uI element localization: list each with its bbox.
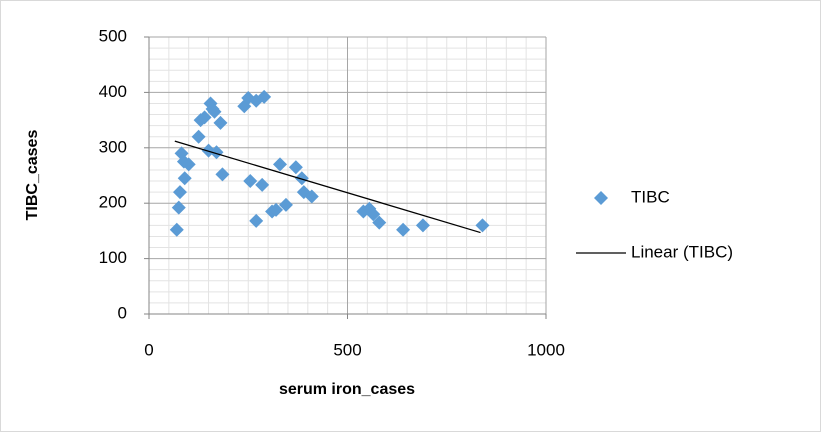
trendline: [174, 140, 481, 234]
point: [209, 145, 224, 160]
point: [257, 89, 272, 104]
y-tick-label: 300: [99, 137, 127, 156]
point: [197, 110, 212, 125]
point: [213, 115, 228, 130]
point: [278, 197, 293, 212]
legend-label: TIBC: [631, 187, 670, 206]
x-tick-label: 500: [333, 340, 361, 359]
point: [169, 222, 184, 237]
y-tick-label: 400: [99, 82, 127, 101]
point: [181, 157, 196, 172]
x-tick-label: 0: [144, 340, 153, 359]
point: [255, 177, 270, 192]
point: [372, 215, 387, 230]
point: [243, 174, 258, 189]
point: [177, 171, 192, 186]
point: [171, 200, 186, 215]
legend-label: Linear (TIBC): [631, 242, 733, 261]
y-tick-label: 0: [118, 303, 127, 322]
y-tick-label: 500: [99, 26, 127, 45]
point: [304, 189, 319, 204]
point: [269, 202, 284, 217]
point: [215, 167, 230, 182]
point: [191, 129, 206, 144]
point: [366, 207, 381, 222]
x-tick-label: 1000: [527, 340, 565, 359]
point: [249, 213, 264, 228]
point: [172, 185, 187, 200]
point: [396, 222, 411, 237]
legend-marker: [594, 191, 608, 205]
x-axis-title: serum iron_cases: [279, 381, 415, 398]
y-tick-label: 100: [99, 248, 127, 267]
point: [475, 218, 490, 233]
y-axis-title: TIBC_cases: [24, 130, 41, 221]
point: [273, 157, 288, 172]
point: [294, 171, 309, 186]
point: [415, 218, 430, 233]
point: [288, 160, 303, 175]
point: [207, 104, 222, 119]
y-tick-label: 200: [99, 193, 127, 212]
